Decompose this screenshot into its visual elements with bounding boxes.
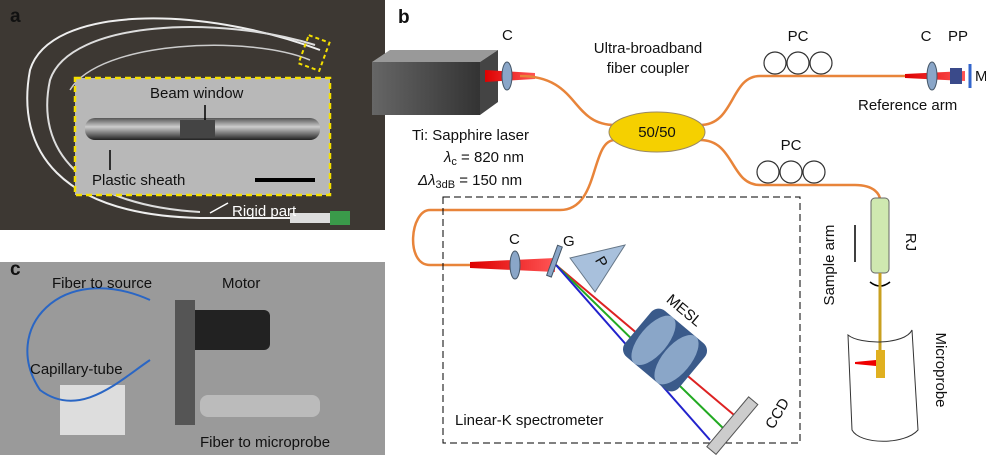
lens bbox=[502, 62, 512, 90]
lens bbox=[510, 251, 520, 279]
annotation: Capillary-tube bbox=[30, 361, 123, 378]
lens bbox=[927, 62, 937, 90]
laser-box bbox=[372, 50, 498, 62]
panel-label: c bbox=[10, 259, 21, 280]
label: = 150 nm bbox=[455, 172, 522, 189]
beam-window-region bbox=[180, 120, 215, 138]
label: Linear-K spectrometer bbox=[455, 412, 603, 429]
label: G bbox=[563, 233, 575, 250]
polarization-controller bbox=[810, 52, 832, 74]
label: PC bbox=[788, 28, 809, 45]
annotation: Motor bbox=[222, 275, 260, 292]
label: Microprobe bbox=[932, 332, 949, 407]
capillary-tube bbox=[848, 330, 918, 441]
mount bbox=[175, 300, 195, 425]
label: PP bbox=[948, 28, 968, 45]
polarization-controller bbox=[757, 161, 825, 183]
polarization-controller bbox=[757, 161, 779, 183]
capillary-holder bbox=[200, 395, 320, 417]
panel-label: a bbox=[10, 6, 21, 27]
label: λc = 820 nm bbox=[443, 149, 524, 168]
panel-label: b bbox=[398, 7, 410, 28]
annotation: Fiber to source bbox=[52, 275, 152, 292]
label: 50/50 bbox=[638, 124, 676, 141]
ccd bbox=[707, 397, 758, 455]
annotation: Plastic sheath bbox=[92, 172, 185, 189]
annotation: Fiber to microprobe bbox=[200, 434, 330, 451]
probe-head bbox=[876, 350, 885, 378]
label: C bbox=[502, 27, 513, 44]
label: M bbox=[975, 68, 986, 85]
label: CCD bbox=[762, 395, 793, 432]
stage bbox=[60, 385, 125, 435]
label: fiber coupler bbox=[607, 60, 690, 77]
label: Sample arm bbox=[821, 225, 838, 306]
label: C bbox=[921, 28, 932, 45]
polarization-controller bbox=[764, 52, 832, 74]
polarization-controller bbox=[787, 52, 809, 74]
laser-box bbox=[372, 62, 480, 115]
connector bbox=[330, 211, 350, 225]
beam bbox=[855, 360, 876, 366]
polarization-controller bbox=[803, 161, 825, 183]
label: Ti: Sapphire laser bbox=[412, 127, 529, 144]
annotation: Beam window bbox=[150, 85, 244, 102]
polarizer bbox=[950, 68, 962, 84]
annotation: Rigid part bbox=[232, 203, 297, 220]
label: Δλ3dB = 150 nm bbox=[417, 172, 522, 191]
rotary-joint bbox=[871, 198, 889, 273]
figure: a Beam window Plastic sheath Rigid part … bbox=[0, 0, 986, 455]
fiber bbox=[520, 76, 615, 125]
polarization-controller bbox=[764, 52, 786, 74]
label: = 820 nm bbox=[457, 149, 524, 166]
label: λ bbox=[443, 149, 451, 166]
label: RJ bbox=[902, 233, 919, 251]
label: C bbox=[509, 231, 520, 248]
label: 3dB bbox=[435, 179, 455, 191]
label: Reference arm bbox=[858, 97, 957, 114]
polarization-controller bbox=[780, 161, 802, 183]
label: Δλ bbox=[417, 172, 435, 189]
label: PC bbox=[781, 137, 802, 154]
label: Ultra-broadband bbox=[594, 40, 702, 57]
